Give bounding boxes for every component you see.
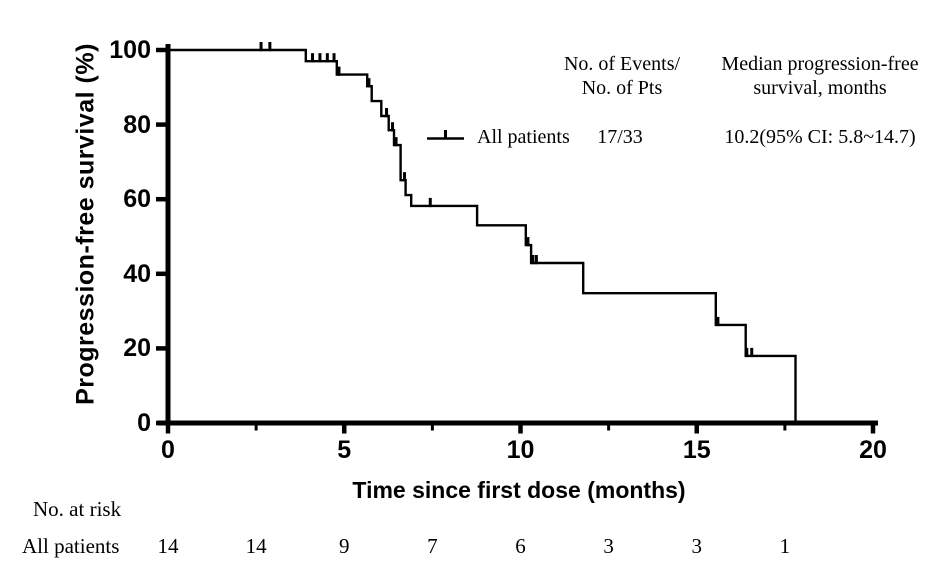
- risk-count: 3: [603, 534, 614, 558]
- legend-header-events-line1: No. of Events/: [563, 53, 681, 75]
- legend-header-events-line2: No. of Pts: [581, 77, 663, 99]
- x-axis-title: Time since first dose (months): [352, 477, 686, 503]
- risk-count: 14: [245, 534, 267, 558]
- km-step-curve: [168, 48, 797, 423]
- legend-header-median-line2: survival, months: [753, 77, 887, 99]
- x-tick-label: 20: [859, 436, 887, 464]
- risk-table-row-label: All patients: [22, 534, 120, 558]
- x-tick-label: 15: [682, 436, 711, 464]
- x-tick-label: 0: [161, 436, 175, 464]
- risk-table-title: No. at risk: [33, 497, 122, 521]
- risk-count: 6: [515, 534, 526, 558]
- risk-count: 3: [691, 534, 703, 558]
- legend-header-median-line1: Median progression-free: [721, 53, 919, 75]
- legend-header-median: Median progression-free survival, months: [721, 52, 918, 100]
- y-tick-label: 20: [123, 334, 151, 363]
- x-tick-label: 5: [337, 436, 352, 464]
- y-tick-label: 40: [123, 259, 151, 288]
- risk-count: 14: [157, 534, 179, 558]
- risk-count: 1: [779, 534, 791, 558]
- legend-events-value: 17/33: [597, 126, 643, 148]
- y-tick-label: 0: [137, 409, 151, 437]
- legend-series-label: All patients: [477, 126, 570, 148]
- y-tick-label: 60: [123, 185, 151, 214]
- y-tick-label: 100: [109, 36, 151, 64]
- legend-header-events: No. of Events/ No. of Pts: [564, 52, 680, 100]
- x-tick-label: 10: [506, 436, 535, 464]
- risk-count: 7: [427, 534, 438, 558]
- y-tick-label: 80: [123, 110, 151, 139]
- legend-median-value: 10.2(95% CI: 5.8~14.7): [724, 126, 916, 148]
- risk-count: 9: [339, 534, 350, 558]
